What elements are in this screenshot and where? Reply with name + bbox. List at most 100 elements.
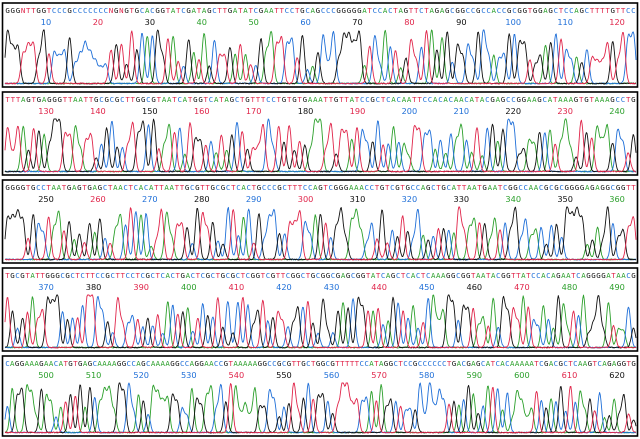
base-call: G <box>136 95 140 104</box>
base-call: G <box>616 183 620 192</box>
base-call: G <box>94 95 98 104</box>
base-call: C <box>496 271 500 280</box>
base-call: G <box>517 6 521 15</box>
base-call: T <box>156 271 161 280</box>
base-call: C <box>449 95 453 104</box>
base-call: A <box>34 359 39 368</box>
base-call: G <box>231 271 235 280</box>
base-call: T <box>240 95 245 104</box>
base-call: G <box>590 183 594 192</box>
base-call: G <box>413 359 417 368</box>
base-call: A <box>186 271 191 280</box>
position-tick-label: 300 <box>298 194 314 204</box>
base-call: A <box>581 271 586 280</box>
base-call: T <box>238 6 243 15</box>
base-call: G <box>606 183 610 192</box>
base-call: C <box>411 183 415 192</box>
base-call: T <box>25 271 30 280</box>
base-call: A <box>492 6 497 15</box>
base-call: C <box>144 183 148 192</box>
position-tick-label: 490 <box>609 282 625 292</box>
base-call: A <box>253 359 258 368</box>
base-call: G <box>45 271 49 280</box>
base-call: C <box>461 359 465 368</box>
base-call: G <box>334 183 338 192</box>
base-call: T <box>75 271 80 280</box>
base-call: T <box>287 183 292 192</box>
base-call: A <box>561 271 566 280</box>
base-call: T <box>157 95 162 104</box>
position-tick-label: 80 <box>404 17 414 27</box>
base-call: A <box>583 359 588 368</box>
base-call: T <box>216 271 221 280</box>
base-call: T <box>128 183 133 192</box>
position-tick-label: 480 <box>562 282 578 292</box>
base-call: A <box>113 183 118 192</box>
base-call: A <box>42 95 47 104</box>
position-tick-label: 190 <box>350 106 366 116</box>
base-call: G <box>445 6 449 15</box>
base-call: C <box>246 183 250 192</box>
position-tick-label: 560 <box>324 370 340 380</box>
base-call: A <box>532 95 537 104</box>
base-call: G <box>221 183 225 192</box>
position-tick-label: 600 <box>514 370 530 380</box>
base-call: G <box>591 271 595 280</box>
base-call: T <box>511 271 516 280</box>
base-call: G <box>476 359 480 368</box>
base-call: C <box>236 183 240 192</box>
position-tick-label: 530 <box>181 370 197 380</box>
base-call: G <box>277 183 281 192</box>
base-call: G <box>292 95 296 104</box>
base-call: G <box>47 95 51 104</box>
base-call: A <box>102 359 107 368</box>
base-call: C <box>466 6 470 15</box>
panel-frame <box>1 179 639 264</box>
trace-a <box>4 208 637 261</box>
base-call: G <box>522 95 526 104</box>
base-call: C <box>235 95 239 104</box>
base-call: T <box>175 183 180 192</box>
base-call: T <box>197 6 202 15</box>
base-call: C <box>99 95 103 104</box>
base-call: G <box>476 6 480 15</box>
base-call: G <box>262 359 266 368</box>
base-call: G <box>570 183 574 192</box>
base-call: G <box>339 183 343 192</box>
base-call: A <box>97 359 102 368</box>
base-call: C <box>554 6 558 15</box>
base-call: G <box>181 271 185 280</box>
base-call: G <box>537 95 541 104</box>
base-call: T <box>621 6 626 15</box>
base-call: A <box>431 271 436 280</box>
base-call: C <box>41 183 45 192</box>
base-call: A <box>83 359 88 368</box>
base-call: T <box>277 95 282 104</box>
base-call: C <box>539 183 543 192</box>
base-call: G <box>67 183 71 192</box>
base-call: C <box>78 6 82 15</box>
base-call: T <box>120 271 125 280</box>
base-call: G <box>228 6 232 15</box>
base-call: T <box>526 271 531 280</box>
base-call: C <box>308 183 312 192</box>
base-call: A <box>534 183 539 192</box>
base-call: G <box>466 359 470 368</box>
base-call: G <box>380 183 384 192</box>
base-call: A <box>459 95 464 104</box>
base-call: C <box>93 6 97 15</box>
base-call: G <box>356 271 360 280</box>
base-call: A <box>136 359 141 368</box>
base-call: A <box>112 359 117 368</box>
trace-t <box>4 294 637 349</box>
base-call: G <box>482 183 486 192</box>
base-call: A <box>491 271 496 280</box>
base-call: C <box>73 6 77 15</box>
base-call: C <box>396 95 400 104</box>
base-call: G <box>15 359 19 368</box>
base-call: G <box>631 359 635 368</box>
trace-g <box>5 294 637 349</box>
base-call: A <box>486 359 491 368</box>
base-call: G <box>610 95 614 104</box>
base-call: G <box>466 271 470 280</box>
